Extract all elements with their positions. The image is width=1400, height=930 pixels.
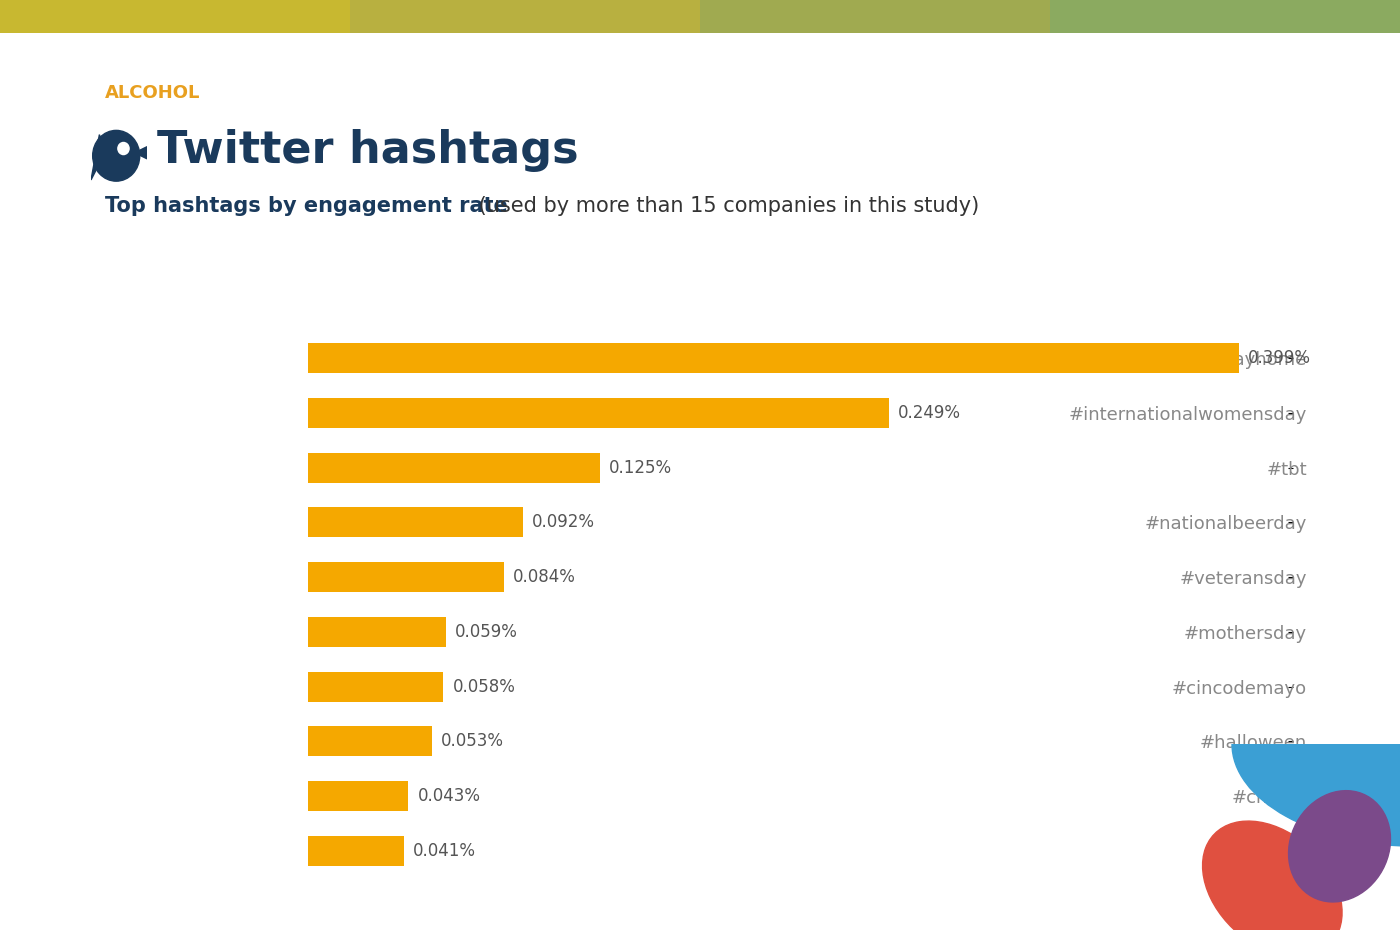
Text: 0.125%: 0.125% [609,458,672,477]
Text: 0.059%: 0.059% [455,623,518,641]
Ellipse shape [1203,821,1343,930]
Text: ‹: ‹ [95,125,116,173]
Bar [308,781,409,811]
Circle shape [1232,642,1400,846]
Text: (used by more than 15 companies in this study): (used by more than 15 companies in this … [472,196,979,216]
Polygon shape [134,147,147,159]
Text: 0.058%: 0.058% [452,678,515,696]
Bar [308,562,504,592]
Bar [0,0,350,33]
Text: Top hashtags by engagement rate: Top hashtags by engagement rate [105,196,508,216]
Polygon shape [91,135,105,180]
Text: Rival: Rival [1242,843,1292,861]
Bar [350,0,700,33]
Text: 0.043%: 0.043% [417,787,480,805]
Circle shape [118,142,129,154]
Text: 0.399%: 0.399% [1249,350,1312,367]
Bar [308,508,522,538]
Text: Twitter hashtags: Twitter hashtags [157,129,578,172]
Text: 0.092%: 0.092% [532,513,595,531]
Bar [308,343,1239,373]
Bar [1050,0,1400,33]
Bar [308,398,889,428]
Text: ALCOHOL: ALCOHOL [105,84,200,101]
Bar [308,617,445,647]
Text: 0.084%: 0.084% [514,568,577,586]
Circle shape [92,130,140,181]
Bar [308,726,431,756]
Text: 0.041%: 0.041% [413,842,476,859]
Text: IQ: IQ [1250,875,1284,903]
Text: 0.249%: 0.249% [899,404,962,422]
Bar [700,0,1050,33]
Bar [308,671,444,701]
Ellipse shape [1288,790,1390,902]
Bar [308,836,403,866]
Bar [308,453,599,483]
Text: 0.053%: 0.053% [441,732,504,751]
